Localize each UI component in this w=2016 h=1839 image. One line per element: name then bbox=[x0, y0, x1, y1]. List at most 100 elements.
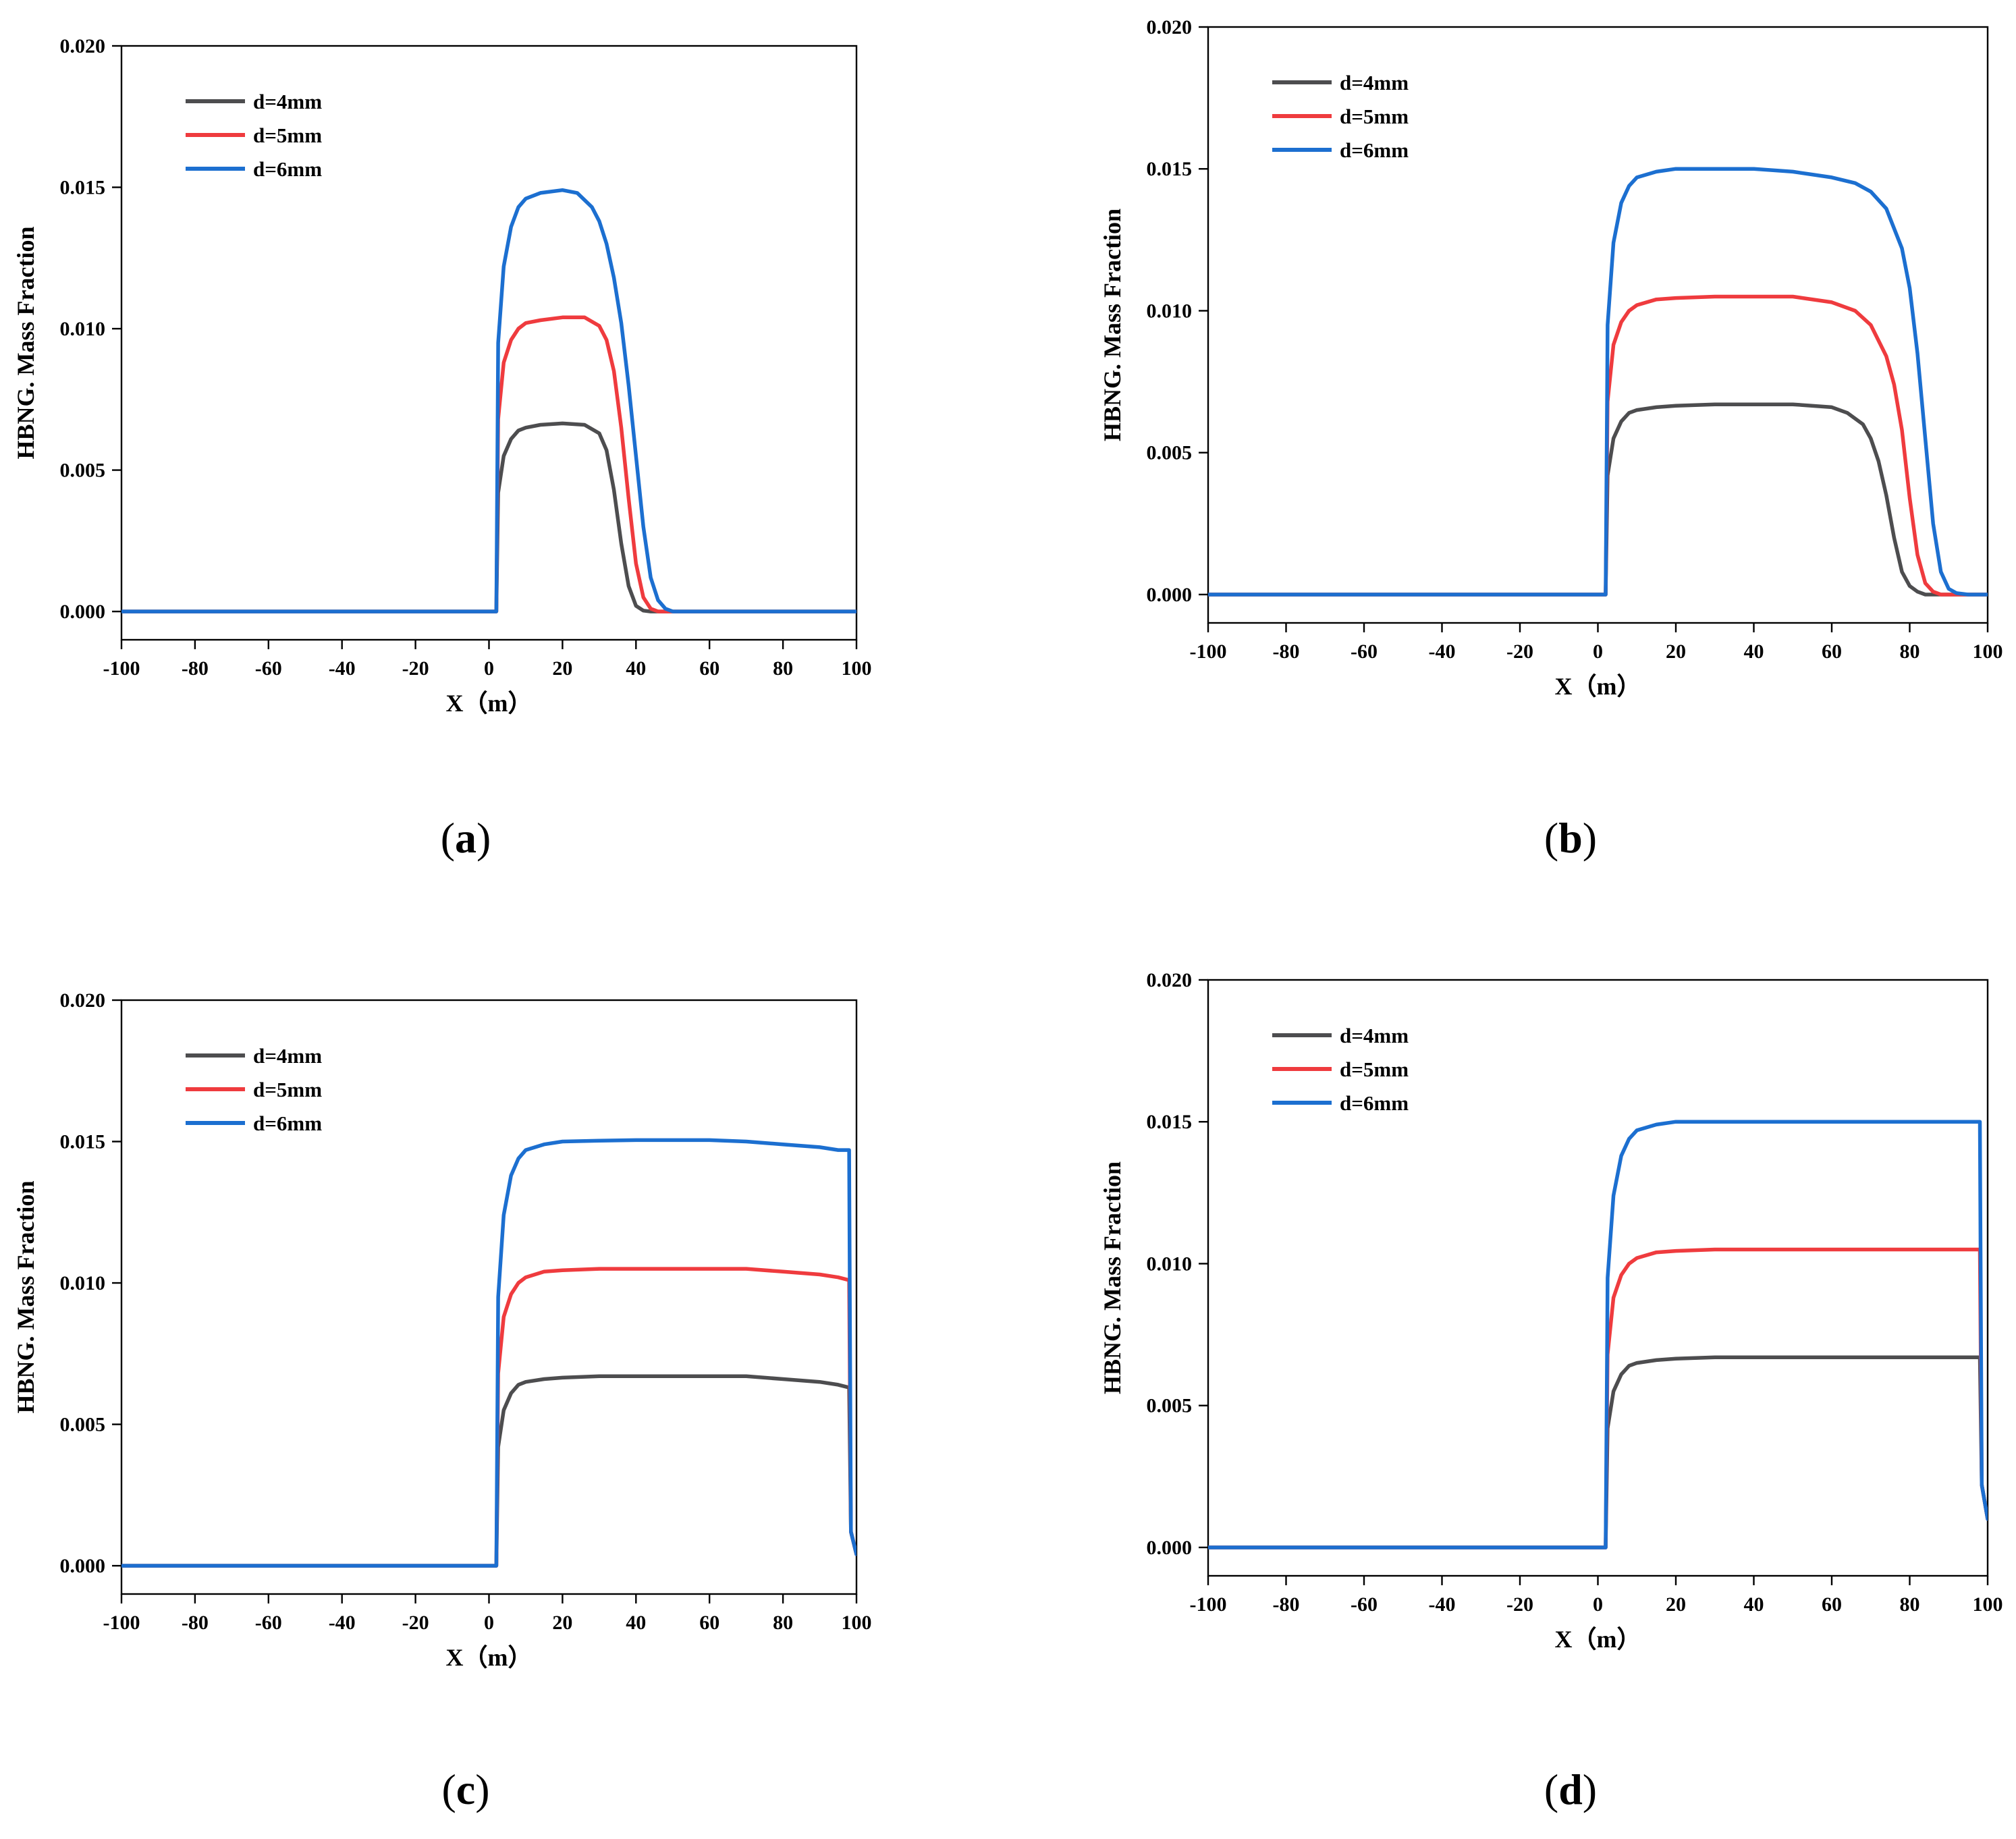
legend-label: d=6mm bbox=[1340, 138, 1409, 162]
series-line-d4mm bbox=[1208, 1355, 1988, 1549]
panel-a-caption: (a) bbox=[440, 814, 491, 862]
x-tick-label: 80 bbox=[773, 1612, 793, 1634]
series-line-d4mm bbox=[121, 1374, 856, 1568]
x-tick-label: -20 bbox=[1506, 640, 1533, 663]
series-line-d6mm bbox=[1208, 167, 1988, 597]
y-axis-title: HBNG. Mass Fraction bbox=[1099, 209, 1126, 441]
x-tick-label: 40 bbox=[1744, 640, 1764, 663]
y-tick-label: 0.000 bbox=[1147, 1537, 1193, 1559]
x-tick-label: -40 bbox=[1429, 1593, 1456, 1616]
x-tick-label: -100 bbox=[1190, 1593, 1227, 1616]
x-tick-label: 100 bbox=[842, 657, 872, 680]
y-tick-label: 0.000 bbox=[60, 1555, 106, 1577]
x-tick-label: 100 bbox=[1973, 640, 2003, 663]
y-tick-label: 0.005 bbox=[60, 1414, 106, 1436]
x-tick-label: 0 bbox=[1593, 1593, 1603, 1616]
x-tick-label: -20 bbox=[402, 1612, 429, 1634]
series-line-d5mm bbox=[1208, 1247, 1988, 1549]
x-tick-label: -60 bbox=[255, 657, 282, 680]
y-tick-label: 0.010 bbox=[60, 1272, 106, 1294]
y-tick-label: 0.005 bbox=[1147, 1395, 1193, 1417]
x-tick-label: 0 bbox=[484, 1612, 494, 1634]
y-tick-label: 0.005 bbox=[1147, 442, 1193, 464]
x-tick-label: 0 bbox=[1593, 640, 1603, 663]
x-tick-label: 100 bbox=[1973, 1593, 2003, 1616]
x-tick-label: -80 bbox=[1273, 1593, 1300, 1616]
panel-c-caption: (c) bbox=[441, 1765, 490, 1813]
x-tick-label: -80 bbox=[182, 657, 209, 680]
legend-label: d=6mm bbox=[1340, 1091, 1409, 1115]
y-tick-label: 0.015 bbox=[1147, 158, 1193, 180]
x-tick-label: 20 bbox=[552, 657, 572, 680]
y-tick-label: 0.005 bbox=[60, 460, 106, 482]
x-tick-label: -60 bbox=[255, 1612, 282, 1634]
x-tick-label: -40 bbox=[329, 657, 356, 680]
chart-a: -100 -80 -60 -40 -20 0 20 40 60 80 100 0.000 0.005 0.… bbox=[12, 35, 872, 717]
y-tick-label: 0.020 bbox=[1147, 969, 1193, 991]
series-line-d4mm bbox=[121, 421, 856, 613]
y-axis-title: HBNG. Mass Fraction bbox=[12, 1181, 39, 1414]
x-tick-label: -60 bbox=[1351, 1593, 1378, 1616]
x-tick-label: -100 bbox=[103, 657, 140, 680]
x-tick-label: 20 bbox=[1666, 1593, 1686, 1616]
series-line-d4mm bbox=[1208, 402, 1988, 597]
legend-label: d=4mm bbox=[1340, 1024, 1409, 1047]
x-axis-title: X（m） bbox=[1555, 1626, 1641, 1653]
x-tick-label: 20 bbox=[552, 1612, 572, 1634]
x-tick-label: -80 bbox=[182, 1612, 209, 1634]
legend-label: d=6mm bbox=[253, 1111, 322, 1135]
x-tick-label: 60 bbox=[699, 657, 719, 680]
x-tick-label: -20 bbox=[1506, 1593, 1533, 1616]
series-line-d6mm bbox=[1208, 1120, 1988, 1549]
y-tick-label: 0.010 bbox=[1147, 300, 1193, 322]
x-axis-title: X（m） bbox=[1555, 673, 1641, 700]
legend-label: d=4mm bbox=[253, 90, 322, 113]
series-line-d5mm bbox=[1208, 294, 1988, 597]
x-tick-label: -40 bbox=[329, 1612, 356, 1634]
y-axis-title: HBNG. Mass Fraction bbox=[1099, 1161, 1126, 1394]
x-tick-label: -100 bbox=[103, 1612, 140, 1634]
y-tick-label: 0.015 bbox=[1147, 1111, 1193, 1133]
series-line-d5mm bbox=[121, 1267, 856, 1568]
series-line-d5mm bbox=[121, 315, 856, 613]
x-axis-title: X（m） bbox=[446, 690, 533, 717]
y-tick-label: 0.015 bbox=[60, 177, 106, 199]
series-line-d6mm bbox=[121, 188, 856, 613]
x-tick-label: 40 bbox=[1744, 1593, 1764, 1616]
chart-d: -100 -80 -60 -40 -20 0 20 40 60 80 100 0.000 0.005 0.… bbox=[1099, 969, 2003, 1653]
x-tick-label: -80 bbox=[1273, 640, 1300, 663]
x-tick-label: 80 bbox=[773, 657, 793, 680]
x-tick-label: 100 bbox=[842, 1612, 872, 1634]
x-tick-label: 40 bbox=[626, 657, 646, 680]
chart-b: -100 -80 -60 -40 -20 0 20 40 60 80 100 0.000 0.005 0.… bbox=[1099, 16, 2003, 700]
x-tick-label: 60 bbox=[1822, 1593, 1842, 1616]
legend-label: d=5mm bbox=[1340, 105, 1409, 128]
legend-label: d=4mm bbox=[1340, 71, 1409, 94]
legend-label: d=5mm bbox=[253, 1078, 322, 1101]
x-axis-title: X（m） bbox=[446, 1644, 533, 1671]
y-tick-label: 0.015 bbox=[60, 1131, 106, 1153]
x-tick-label: 40 bbox=[626, 1612, 646, 1634]
y-tick-label: 0.000 bbox=[1147, 584, 1193, 606]
x-tick-label: -20 bbox=[402, 657, 429, 680]
x-tick-label: -100 bbox=[1190, 640, 1227, 663]
y-tick-label: 0.010 bbox=[1147, 1253, 1193, 1275]
x-tick-label: -60 bbox=[1351, 640, 1378, 663]
x-tick-label: 60 bbox=[699, 1612, 719, 1634]
x-tick-label: 20 bbox=[1666, 640, 1686, 663]
y-tick-label: 0.020 bbox=[60, 35, 106, 57]
series-line-d6mm bbox=[121, 1138, 856, 1568]
y-tick-label: 0.020 bbox=[60, 989, 106, 1012]
legend-label: d=4mm bbox=[253, 1044, 322, 1068]
legend-label: d=5mm bbox=[253, 123, 322, 147]
panel-b-caption: (b) bbox=[1544, 814, 1598, 862]
legend-label: d=5mm bbox=[1340, 1058, 1409, 1081]
panel-d-caption: (d) bbox=[1544, 1765, 1598, 1813]
y-tick-label: 0.020 bbox=[1147, 16, 1193, 38]
x-tick-label: 80 bbox=[1900, 640, 1920, 663]
y-tick-label: 0.000 bbox=[60, 601, 106, 623]
x-tick-label: -40 bbox=[1429, 640, 1456, 663]
chart-c: -100 -80 -60 -40 -20 0 20 40 60 80 100 0.000 0.005 0.… bbox=[12, 989, 872, 1671]
y-axis-title: HBNG. Mass Fraction bbox=[12, 227, 39, 460]
